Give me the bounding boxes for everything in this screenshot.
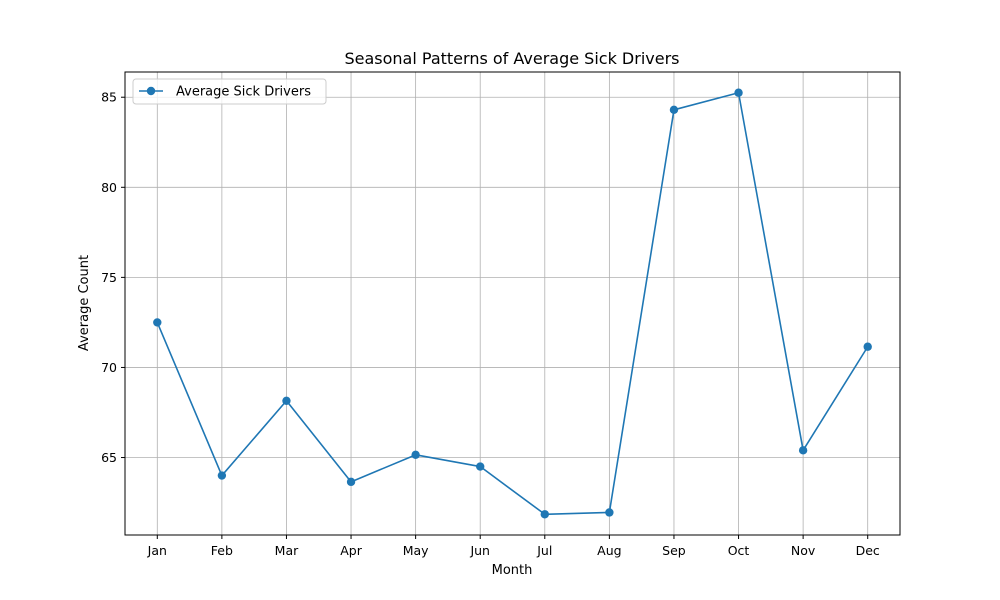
y-tick-label: 75 [101, 270, 117, 285]
data-point [217, 471, 227, 480]
series-line [156, 91, 869, 516]
x-tick-label: May [403, 543, 429, 558]
grid [125, 72, 900, 535]
y-tick-label: 80 [101, 180, 117, 195]
x-tick-label: Oct [728, 543, 750, 558]
ticks: Jan Feb Mar Apr May Jun Jul Aug Sep Oct Nov Dec 65 70… [101, 90, 880, 558]
legend-label: Average Sick Drivers [176, 85, 311, 100]
data-point [540, 510, 549, 519]
plot-area [125, 72, 900, 535]
x-axis-label: Month [492, 563, 533, 578]
x-tick-label: Jun [469, 543, 490, 558]
y-axis-label: Average Count [77, 255, 92, 351]
x-tick-label: Jan [147, 543, 167, 558]
x-tick-label: Sep [662, 543, 686, 558]
y-tick-label: 65 [101, 450, 117, 465]
x-tick-label: Jul [536, 543, 552, 558]
chart-title: Seasonal Patterns of Average Sick Driver… [344, 49, 679, 68]
series-layer [153, 88, 872, 519]
x-tick-label: Dec [856, 543, 880, 558]
legend: Average Sick Drivers [132, 78, 327, 105]
x-tick-label: Apr [340, 543, 362, 558]
data-point [411, 450, 420, 460]
data-point [734, 88, 743, 97]
x-tick-label: Feb [211, 543, 233, 558]
x-tick-label: Mar [275, 543, 299, 558]
y-tick-label: 70 [101, 360, 117, 375]
data-point [798, 446, 808, 455]
plot-frame [124, 71, 901, 536]
y-tick-label: 85 [101, 90, 117, 105]
x-tick-label: Aug [597, 543, 621, 558]
data-point [605, 508, 614, 517]
legend-point-marker [146, 86, 156, 96]
data-point [153, 318, 162, 327]
legend-box [132, 78, 327, 105]
data-point [476, 462, 485, 471]
data-point [282, 396, 291, 405]
data-point [863, 342, 872, 351]
data-point [346, 477, 356, 487]
data-point [669, 105, 679, 115]
x-tick-label: Nov [791, 543, 816, 558]
